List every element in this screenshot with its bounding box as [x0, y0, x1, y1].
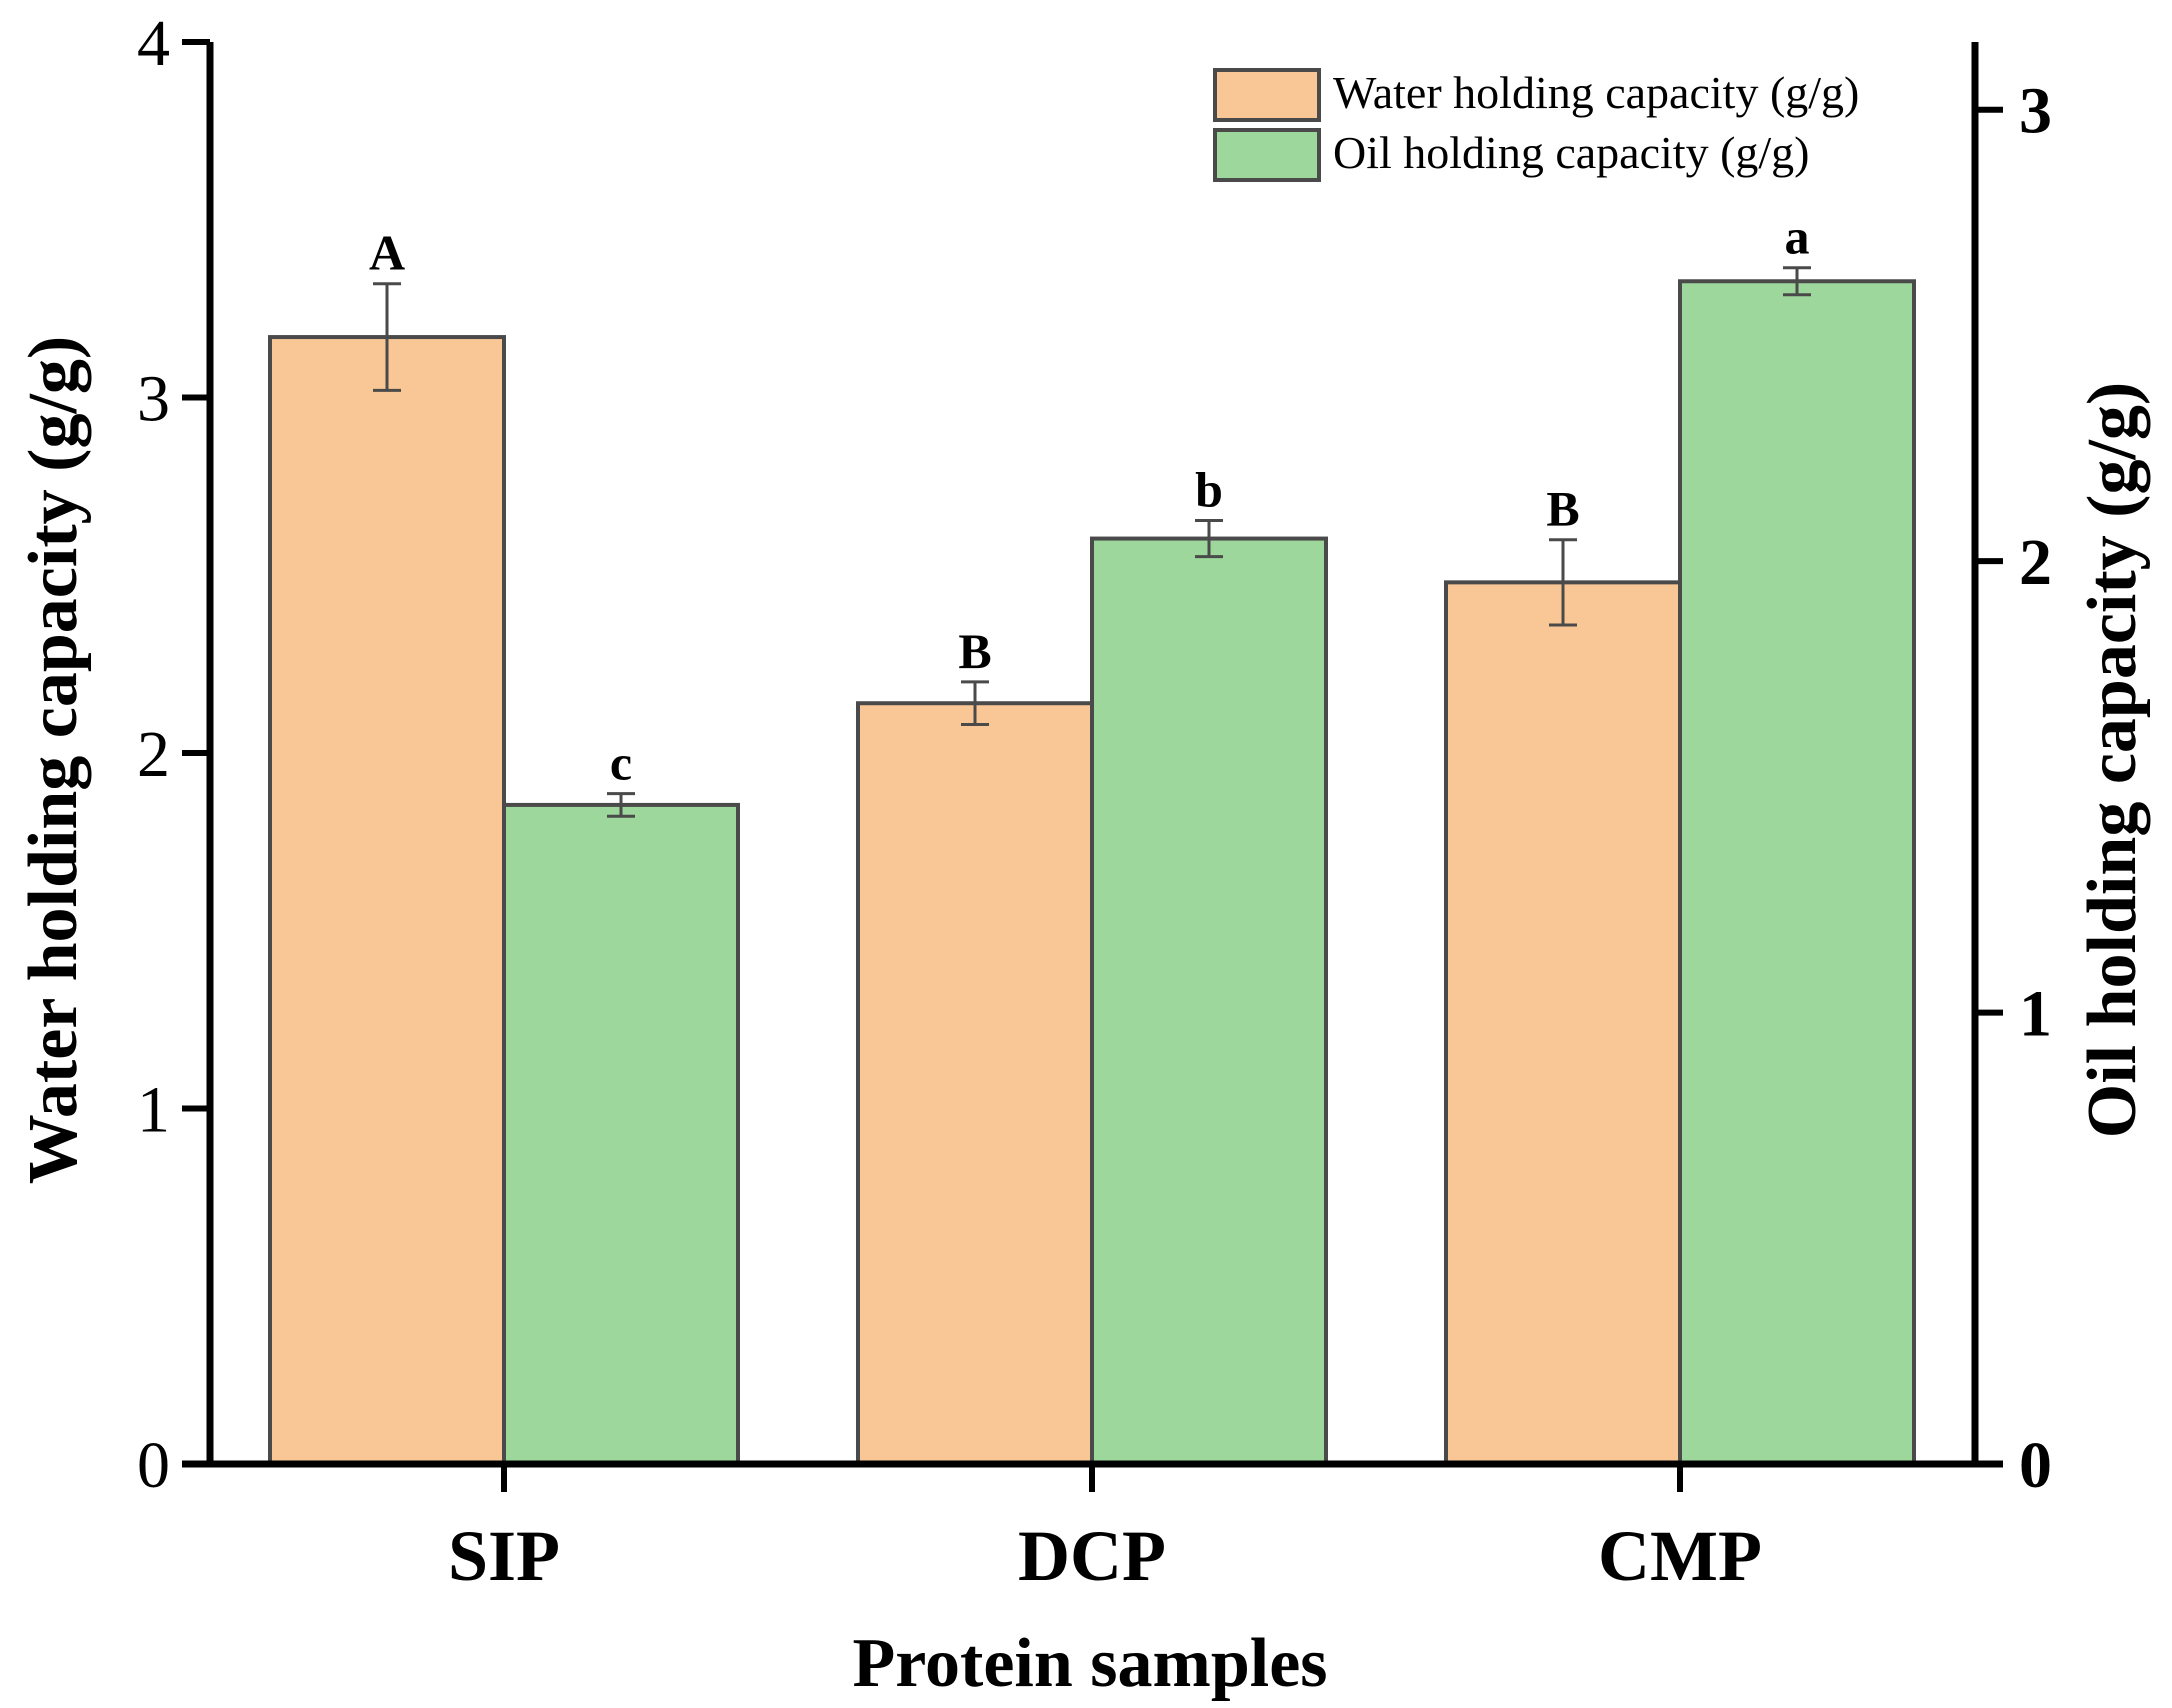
legend-swatch-water: [1213, 68, 1321, 122]
ticks-layer: 0 1 2 3 4 0 1 2 3 SIP DCP CMP: [137, 7, 2052, 1596]
error-bars-layer: A B Bc b a: [369, 209, 1811, 818]
significance-label-oil-sip: c: [610, 735, 632, 791]
bar-water-cmp: [1444, 580, 1682, 1466]
x-tick-label-cmp: CMP: [1598, 1516, 1762, 1596]
significance-label-water-sip: A: [369, 225, 405, 281]
y-tick-label-right: 3: [2019, 75, 2052, 148]
x-tick-label-dcp: DCP: [1018, 1516, 1166, 1596]
y-tick-label-left: 4: [137, 7, 170, 80]
y-axis-title-right: Oil holding capacity (g/g): [2074, 382, 2151, 1138]
x-tick-label-sip: SIP: [448, 1516, 560, 1596]
legend-swatch-oil: [1213, 128, 1321, 182]
y-tick-label-right: 2: [2019, 526, 2052, 599]
legend-label-water: Water holding capacity (g/g): [1333, 67, 1859, 118]
y-tick-label-right: 1: [2019, 978, 2052, 1051]
bar-water-dcp: [856, 701, 1094, 1466]
legend-label-oil: Oil holding capacity (g/g): [1333, 127, 1810, 178]
significance-label-oil-dcp: b: [1195, 462, 1223, 518]
bar-oil-sip: [502, 802, 740, 1466]
y-tick-label-left: 1: [137, 1074, 170, 1147]
legend: Water holding capacity (g/g) Oil holding …: [1213, 67, 1859, 182]
y-tick-label-right: 0: [2019, 1429, 2052, 1502]
significance-label-oil-cmp: a: [1785, 209, 1810, 265]
bar-water-sip: [268, 335, 506, 1467]
significance-label-water-cmp: B: [1546, 481, 1579, 537]
bars-layer: [268, 279, 1916, 1467]
significance-label-water-dcp: B: [958, 623, 991, 679]
bar-oil-cmp: [1678, 279, 1916, 1466]
y-axis-title-left: Water holding capacity (g/g): [15, 336, 92, 1184]
y-tick-label-left: 0: [137, 1429, 170, 1502]
y-tick-label-left: 3: [137, 363, 170, 436]
y-tick-label-left: 2: [137, 718, 170, 791]
bar-oil-dcp: [1090, 536, 1328, 1466]
x-axis-title: Protein samples: [852, 1625, 1327, 1702]
